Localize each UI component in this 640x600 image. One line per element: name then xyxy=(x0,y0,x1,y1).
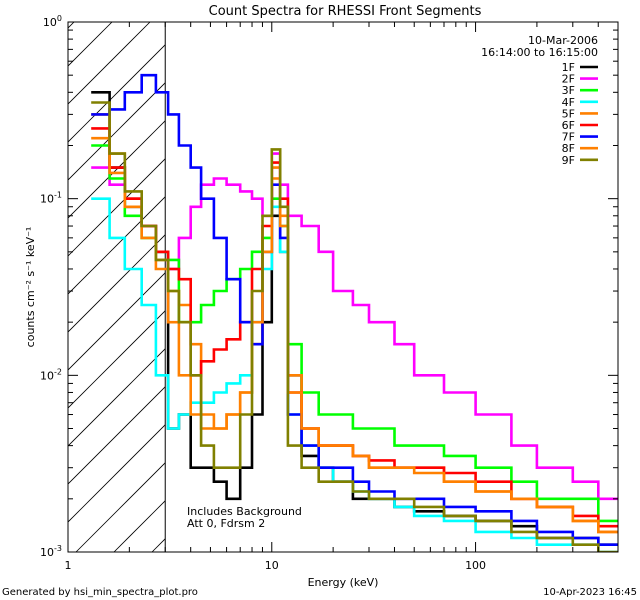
legend-label-9F: 9F xyxy=(562,154,575,167)
series-lines xyxy=(91,73,618,552)
y-axis-label: counts cm⁻² s⁻¹ keV⁻¹ xyxy=(24,227,37,348)
series-line-7F xyxy=(91,73,618,546)
y-tick-label: 10-3 xyxy=(40,544,62,559)
hatch-line xyxy=(68,424,166,523)
x-axis-ticks: 1 10 100 xyxy=(65,22,619,572)
chart-title: Count Spectra for RHESSI Front Segments xyxy=(209,4,482,19)
y-tick-label: 10-2 xyxy=(40,367,62,382)
hatch-line xyxy=(68,386,166,485)
hatch-line xyxy=(68,22,113,67)
x-tick-label: 1 xyxy=(65,559,72,572)
annotation-background: Includes Background xyxy=(187,505,302,518)
legend-label-1F: 1F xyxy=(562,61,575,74)
legend-label-3F: 3F xyxy=(562,84,575,97)
footer-timestamp: 10-Apr-2023 16:45 xyxy=(543,587,637,598)
annotation-attenuator: Att 0, Fdrsm 2 xyxy=(187,517,265,530)
series-line-9F xyxy=(91,101,618,552)
x-tick-label: 100 xyxy=(465,559,486,572)
hatch-line xyxy=(68,234,166,333)
legend-time-range: 16:14:00 to 16:15:00 xyxy=(481,46,598,59)
legend-label-5F: 5F xyxy=(562,107,575,120)
hatch-line xyxy=(68,22,151,105)
legend-label-8F: 8F xyxy=(562,142,575,155)
legend-date: 10-Mar-2006 xyxy=(528,34,598,47)
x-tick-label: 10 xyxy=(265,559,279,572)
hatch-line xyxy=(68,196,166,295)
legend-label-2F: 2F xyxy=(562,73,575,86)
plot-frame xyxy=(67,21,619,553)
hatch-line xyxy=(68,44,166,143)
footer-generated-by: Generated by hsi_min_spectra_plot.pro xyxy=(2,587,198,598)
y-axis-ticks: 100 10-1 10-2 10-3 xyxy=(40,14,618,559)
legend-label-6F: 6F xyxy=(562,119,575,132)
legend-label-7F: 7F xyxy=(562,131,575,144)
y-tick-label: 100 xyxy=(43,14,62,29)
legend-label-4F: 4F xyxy=(562,96,575,109)
x-axis-label: Energy (keV) xyxy=(308,576,379,589)
y-tick-label: 10-1 xyxy=(40,191,62,206)
